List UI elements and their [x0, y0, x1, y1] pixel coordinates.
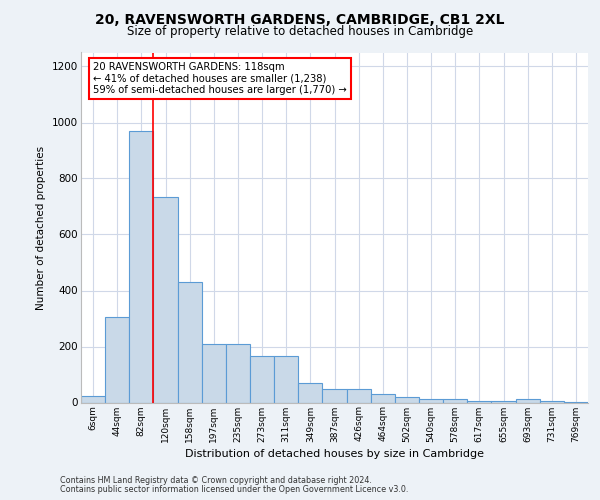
Bar [395, 398, 419, 402]
Bar [491, 401, 515, 402]
Bar [322, 389, 347, 402]
Text: Contains public sector information licensed under the Open Government Licence v3: Contains public sector information licen… [60, 484, 409, 494]
Text: 20, RAVENSWORTH GARDENS, CAMBRIDGE, CB1 2XL: 20, RAVENSWORTH GARDENS, CAMBRIDGE, CB1 … [95, 12, 505, 26]
Bar [419, 399, 443, 402]
Text: Contains HM Land Registry data © Crown copyright and database right 2024.: Contains HM Land Registry data © Crown c… [60, 476, 372, 485]
Bar [250, 356, 274, 403]
Bar [347, 389, 371, 402]
Bar [515, 399, 540, 402]
Bar [540, 401, 564, 402]
Bar [105, 317, 129, 402]
Bar [81, 396, 105, 402]
Bar [371, 394, 395, 402]
Bar [129, 132, 154, 402]
Bar [443, 399, 467, 402]
Text: Size of property relative to detached houses in Cambridge: Size of property relative to detached ho… [127, 25, 473, 38]
Bar [226, 344, 250, 402]
Text: 20 RAVENSWORTH GARDENS: 118sqm
← 41% of detached houses are smaller (1,238)
59% : 20 RAVENSWORTH GARDENS: 118sqm ← 41% of … [93, 62, 347, 96]
Bar [202, 344, 226, 402]
Bar [274, 356, 298, 403]
Y-axis label: Number of detached properties: Number of detached properties [37, 146, 46, 310]
Bar [154, 196, 178, 402]
Bar [178, 282, 202, 403]
X-axis label: Distribution of detached houses by size in Cambridge: Distribution of detached houses by size … [185, 448, 484, 458]
Bar [298, 383, 322, 402]
Bar [467, 401, 491, 402]
